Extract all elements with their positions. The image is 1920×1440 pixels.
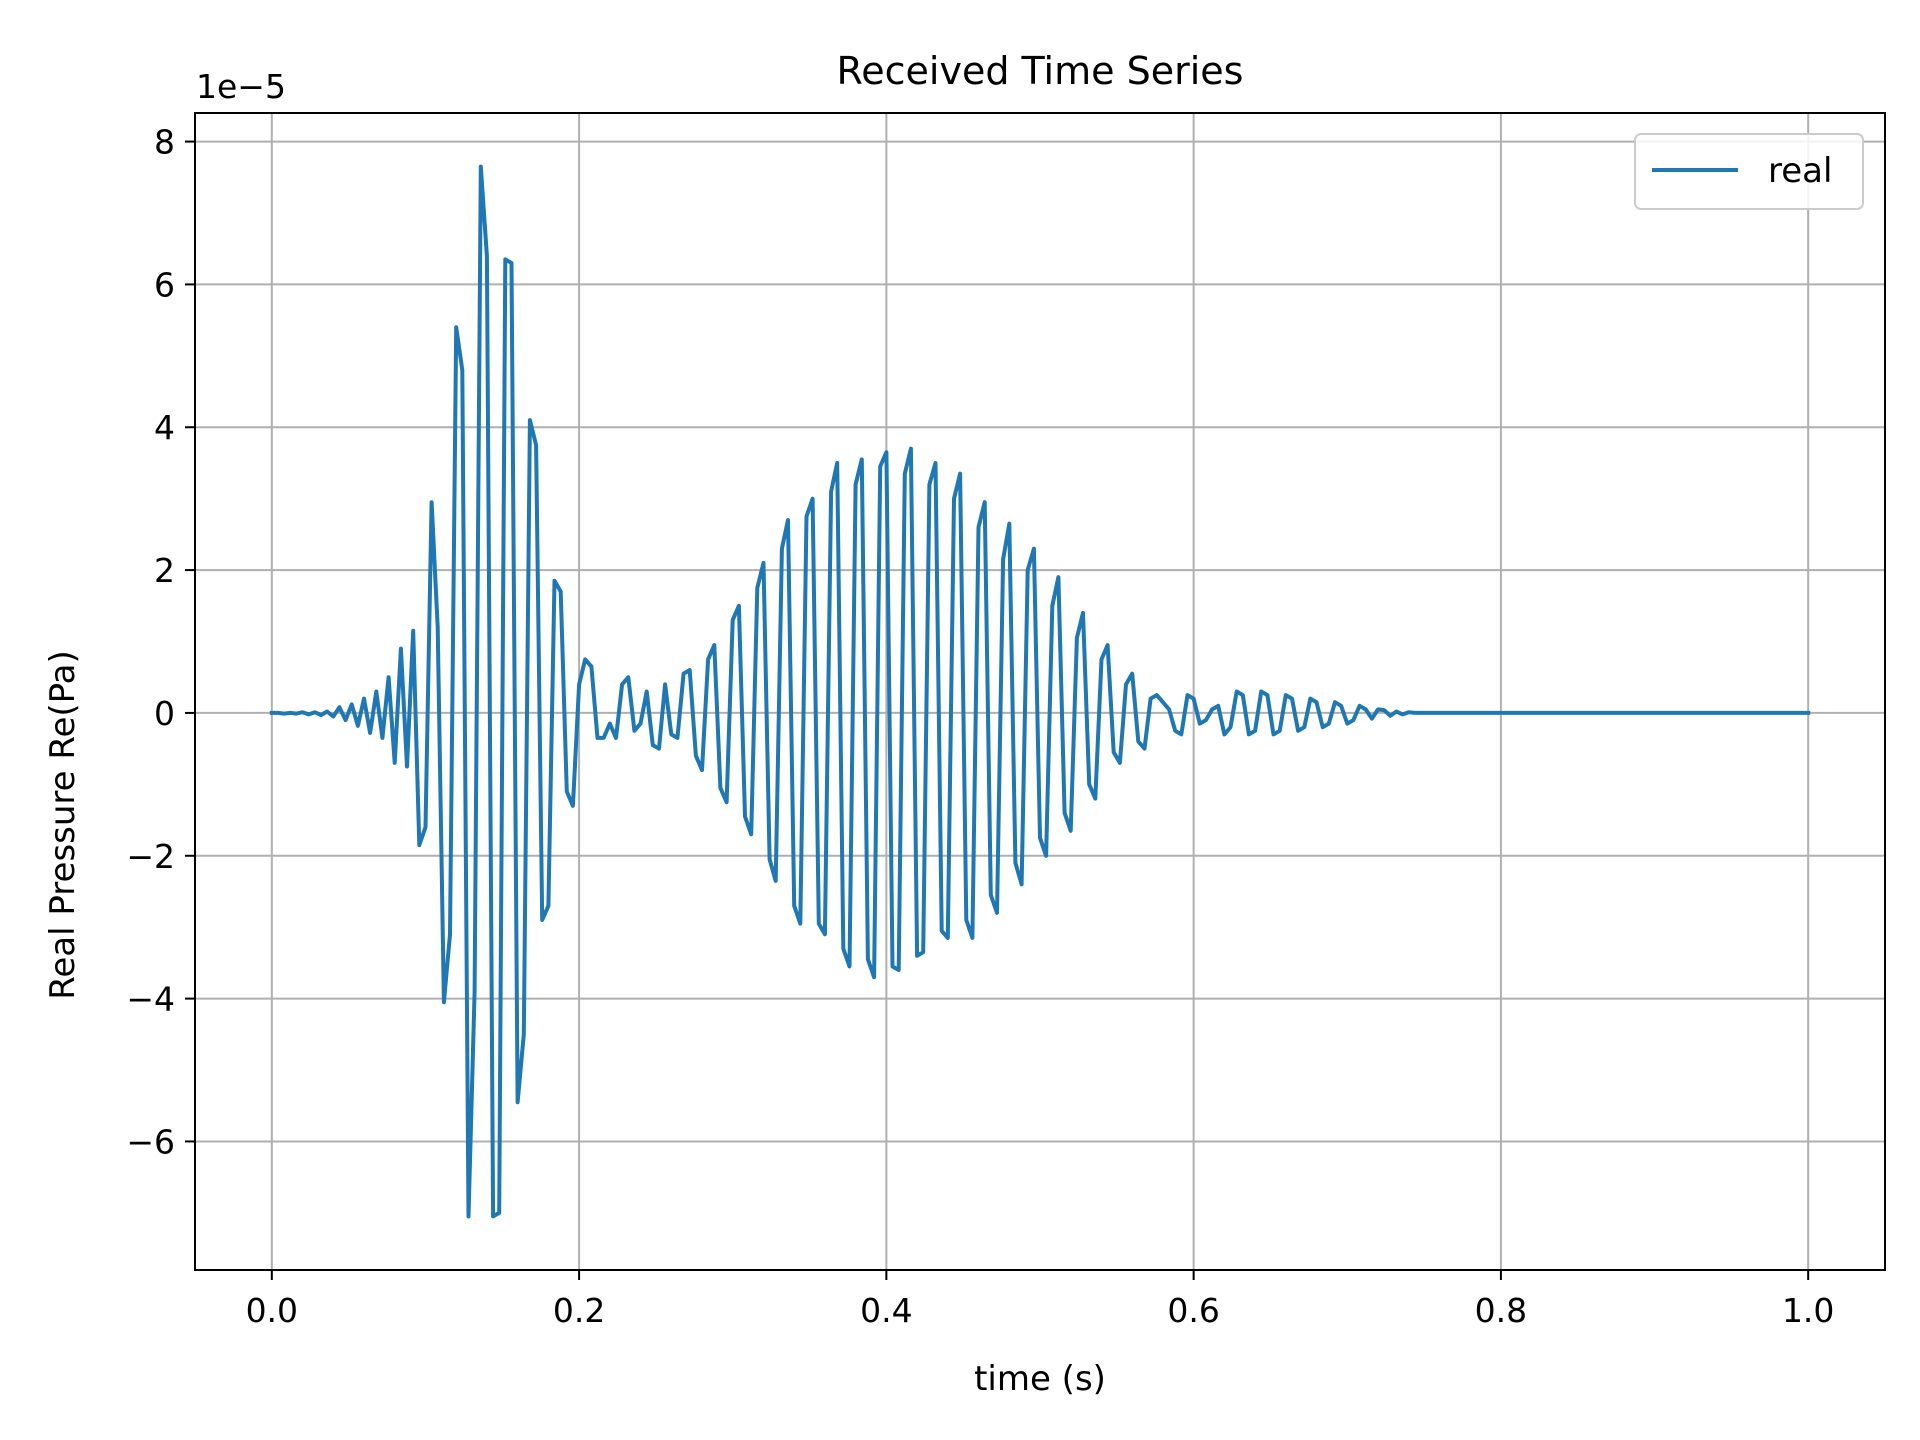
y-axis-label: Real Pressure Re(Pa) [43, 650, 83, 999]
legend: real [1634, 133, 1864, 210]
y-tick-label: −6 [126, 1122, 175, 1161]
y-tick-label: 8 [154, 123, 175, 162]
x-axis-label: time (s) [974, 1359, 1106, 1399]
plot-frame [194, 112, 1886, 1271]
x-tick-label: 0.6 [1167, 1291, 1219, 1330]
y-tick-label: −4 [126, 980, 175, 1019]
legend-box [1634, 133, 1864, 210]
y-tick-label: −2 [126, 837, 175, 876]
y-tick-label: 4 [154, 408, 175, 447]
series-group [269, 164, 1811, 1219]
x-tick-label: 1.0 [1782, 1291, 1834, 1330]
legend-label-real: real [1768, 151, 1832, 191]
y-tick-label: 0 [154, 694, 175, 733]
x-tick-label: 0.4 [860, 1291, 912, 1330]
x-tick-label: 0.0 [246, 1291, 298, 1330]
y-offset-text: 1e−5 [196, 67, 286, 106]
ticks: 0.0 0.2 0.4 0.6 0.8 1.0 −6 −4 −2 0 2 4 6 8 [126, 123, 1834, 1330]
x-tick-label: 0.2 [553, 1291, 605, 1330]
y-tick-label: 6 [154, 265, 175, 304]
chart-title: Received Time Series [837, 49, 1244, 93]
x-tick-label: 0.8 [1475, 1291, 1527, 1330]
series-line-real [269, 164, 1811, 1219]
y-tick-label: 2 [154, 551, 175, 590]
